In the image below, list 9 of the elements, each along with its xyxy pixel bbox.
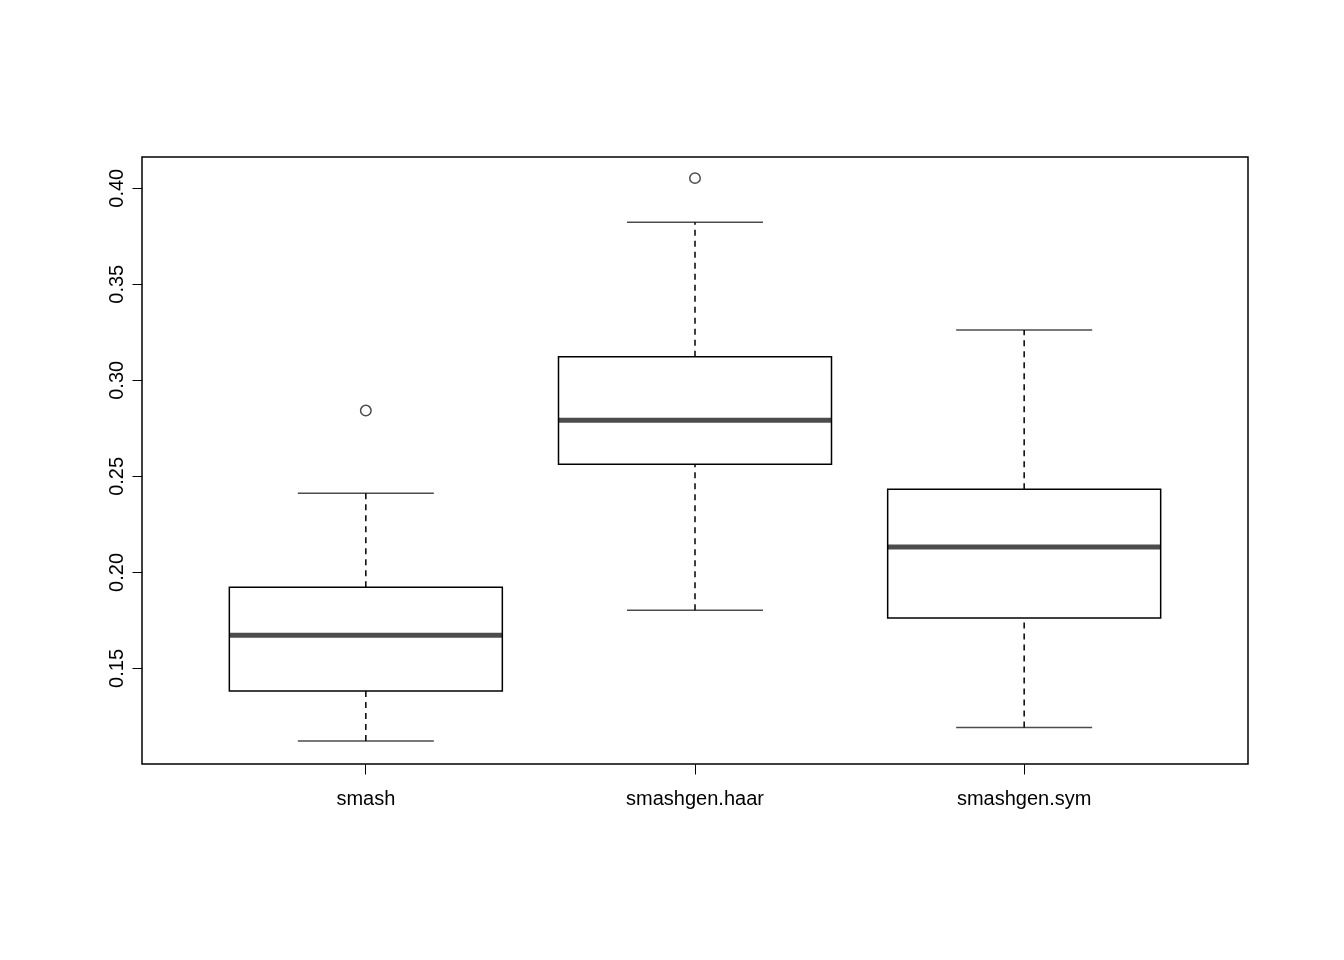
y-tick-label: 0.30 xyxy=(104,360,127,400)
x-tick-label: smashgen.sym xyxy=(956,786,1092,809)
x-tick-label: smashgen.haar xyxy=(626,786,765,809)
y-tick-label: 0.20 xyxy=(104,552,127,592)
x-tick-label: smash xyxy=(336,786,396,809)
y-tick-label: 0.35 xyxy=(104,264,127,304)
y-tick-label: 0.40 xyxy=(104,168,127,208)
y-tick-label: 0.15 xyxy=(104,648,127,688)
y-tick-label: 0.25 xyxy=(104,456,127,496)
